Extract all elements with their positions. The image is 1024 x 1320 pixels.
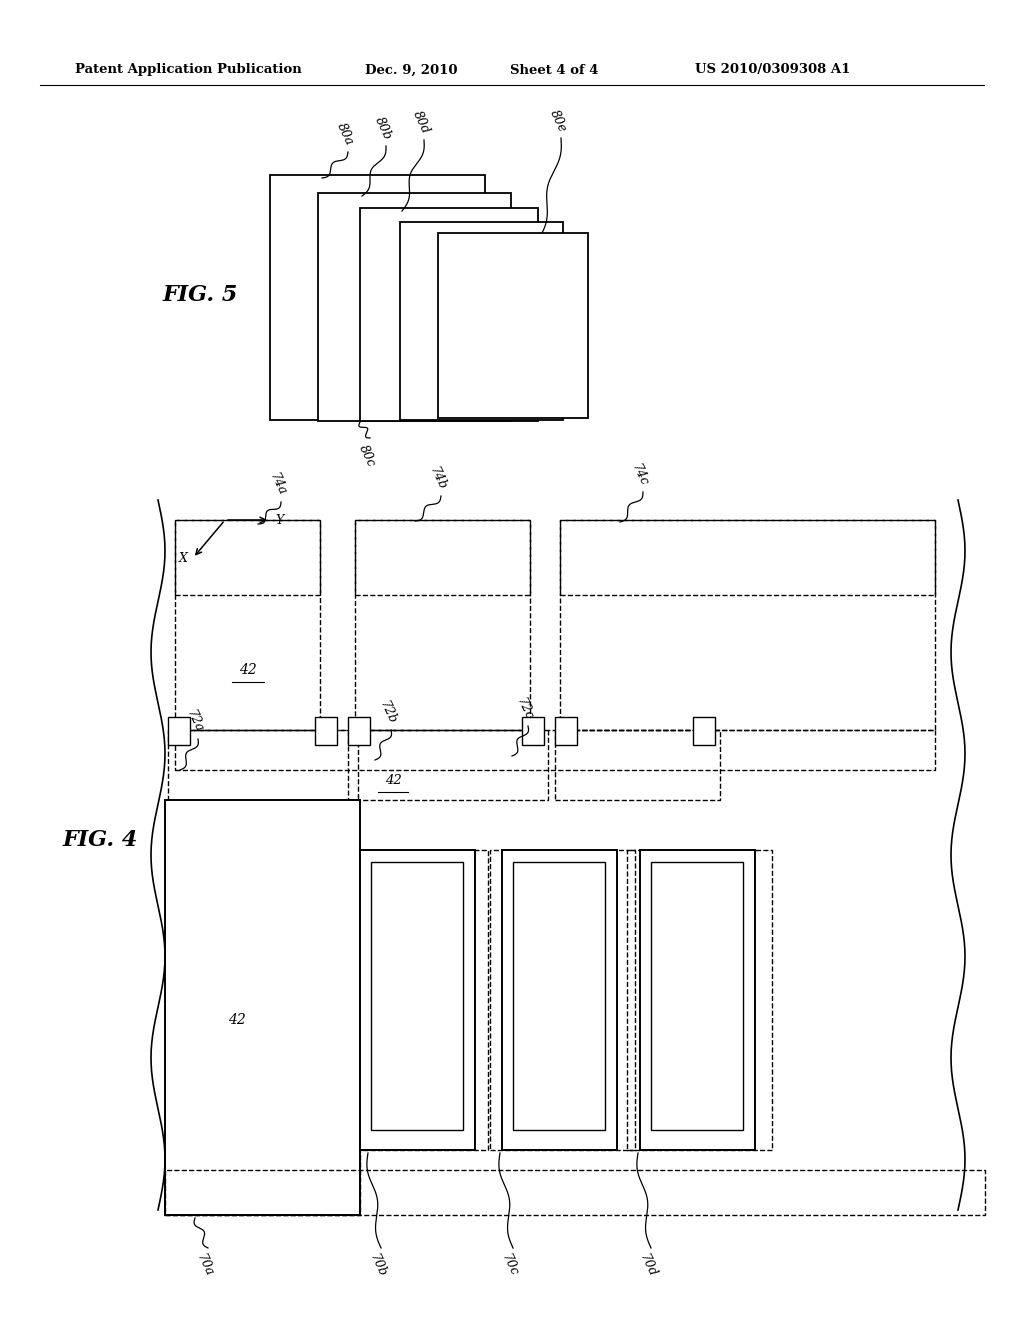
Bar [355, 520, 530, 595]
Bar [165, 1170, 985, 1214]
Text: 42: 42 [228, 1012, 246, 1027]
Bar [627, 850, 772, 1150]
Text: Patent Application Publication: Patent Application Publication [75, 63, 302, 77]
Bar [165, 1001, 360, 1214]
Bar [371, 862, 463, 1130]
Text: Sheet 4 of 4: Sheet 4 of 4 [510, 63, 598, 77]
Bar [168, 717, 190, 744]
Text: US 2010/0309308 A1: US 2010/0309308 A1 [695, 63, 850, 77]
Text: FIG. 5: FIG. 5 [163, 284, 238, 306]
Bar [175, 520, 319, 595]
Bar [438, 234, 588, 418]
Bar [502, 850, 617, 1150]
Text: 74b: 74b [427, 465, 449, 492]
Bar [490, 850, 635, 1150]
Bar [315, 717, 337, 744]
Text: Y: Y [275, 513, 284, 527]
Text: 70b: 70b [367, 1251, 389, 1279]
Text: 80d: 80d [410, 108, 432, 136]
Bar [560, 520, 935, 595]
Text: 70c: 70c [500, 1251, 521, 1278]
Bar [651, 862, 743, 1130]
Bar [348, 850, 488, 1150]
Text: 80a: 80a [334, 121, 356, 148]
Text: 72b: 72b [377, 698, 399, 726]
Text: 70a: 70a [195, 1251, 216, 1279]
Text: 80e: 80e [547, 107, 568, 135]
Bar [175, 730, 935, 770]
Bar [560, 520, 935, 730]
Text: 72c: 72c [514, 696, 536, 722]
Bar [270, 176, 485, 420]
Text: 80c: 80c [356, 444, 378, 470]
Text: Dec. 9, 2010: Dec. 9, 2010 [365, 63, 458, 77]
Bar [348, 717, 370, 744]
Bar [360, 209, 538, 421]
Bar [360, 850, 475, 1150]
Bar [165, 800, 360, 1214]
Text: 74a: 74a [267, 471, 289, 498]
Bar [693, 717, 715, 744]
Text: 70d: 70d [637, 1251, 659, 1279]
Text: 74c: 74c [630, 462, 650, 488]
Text: 80b: 80b [372, 115, 394, 143]
Text: 42: 42 [385, 774, 401, 787]
Bar [348, 730, 548, 800]
Text: X: X [179, 552, 188, 565]
Bar [168, 730, 358, 800]
Bar [640, 850, 755, 1150]
Bar [522, 717, 544, 744]
Bar [400, 222, 563, 420]
Bar [555, 717, 577, 744]
Bar [513, 862, 605, 1130]
Bar [555, 730, 720, 800]
Bar [318, 193, 511, 421]
Text: 72a: 72a [184, 709, 206, 735]
Bar [355, 520, 530, 730]
Text: 42: 42 [240, 663, 257, 677]
Bar [175, 520, 319, 730]
Text: FIG. 4: FIG. 4 [62, 829, 137, 851]
